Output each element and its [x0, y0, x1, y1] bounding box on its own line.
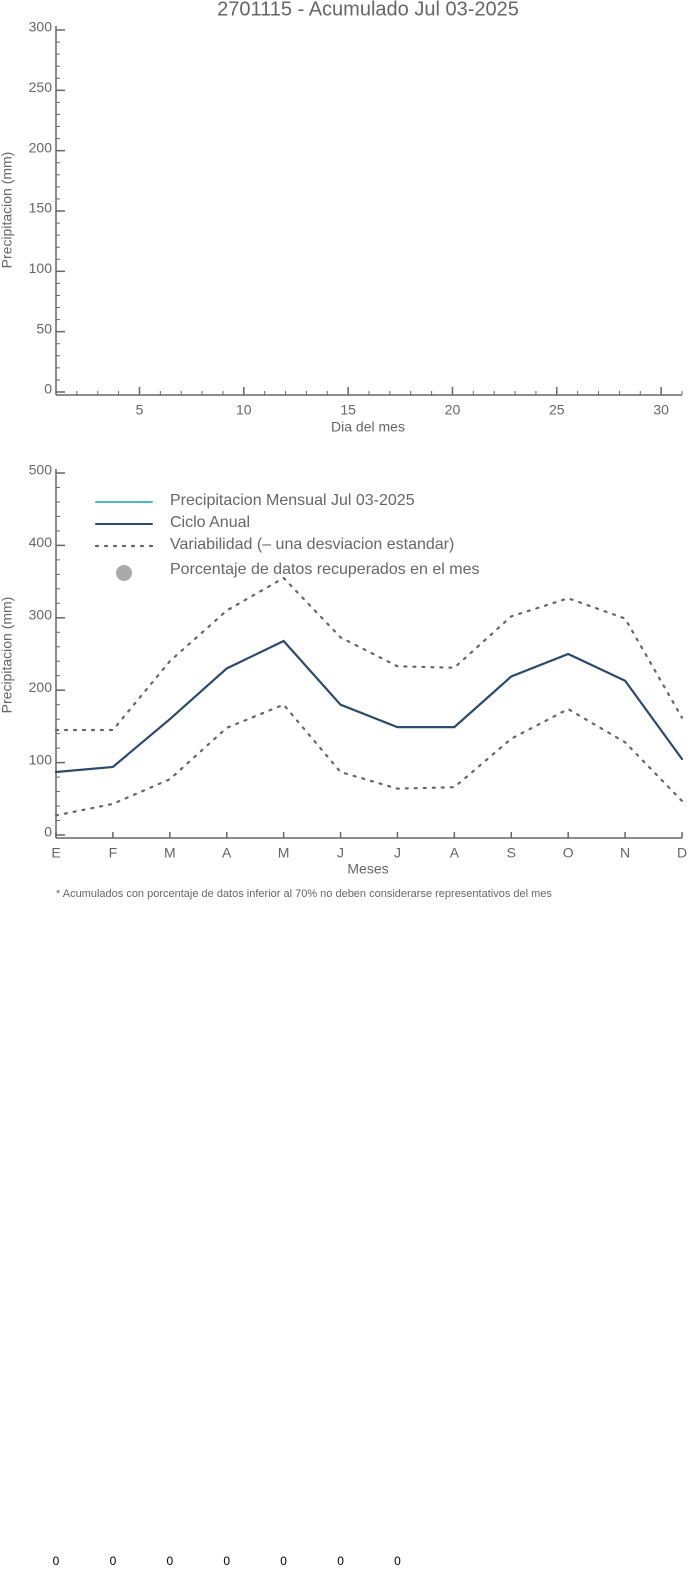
legend-label: Porcentaje de datos recuperados en el me…	[170, 561, 480, 578]
x-tick-label: O	[563, 845, 574, 861]
y-tick-label: 100	[29, 260, 53, 276]
x-tick-label: A	[450, 845, 460, 861]
x-tick-label: 25	[549, 402, 565, 418]
y-tick-label: 300	[29, 607, 53, 623]
upper-line	[54, 576, 684, 732]
x-tick-label: 20	[445, 402, 461, 418]
x-axis-label: Meses	[347, 861, 388, 877]
percent-label: 0	[53, 1554, 60, 1568]
series-line	[54, 639, 684, 774]
x-tick-label: J	[337, 845, 344, 861]
percent-label: 0	[110, 1554, 117, 1568]
y-tick-label: 0	[44, 824, 52, 840]
y-tick-label: 0	[44, 381, 52, 397]
y-tick-label: 400	[29, 534, 53, 550]
legend-label: Precipitacion Mensual Jul 03-2025	[170, 492, 415, 509]
y-tick-label: 200	[29, 139, 53, 155]
x-tick-label: M	[278, 845, 290, 861]
percent-label: 0	[337, 1554, 344, 1568]
x-tick-label: E	[51, 845, 60, 861]
legend-swatch	[116, 565, 132, 581]
y-tick-label: 250	[29, 79, 53, 95]
y-axis-label: Precipitacion (mm)	[0, 597, 15, 714]
y-tick-label: 200	[29, 679, 53, 695]
y-axis-label: Precipitacion (mm)	[0, 152, 15, 269]
percent-label: 0	[394, 1554, 401, 1568]
x-tick-label: J	[394, 845, 401, 861]
percent-label: 0	[166, 1554, 173, 1568]
x-tick-label: 30	[653, 402, 669, 418]
x-tick-label: F	[109, 845, 118, 861]
y-tick-label: 50	[36, 320, 52, 336]
y-tick-label: 100	[29, 751, 53, 767]
legend-label: Variabilidad (– una desviacion estandar)	[170, 536, 454, 553]
x-tick-label: D	[677, 845, 687, 861]
x-tick-label: 15	[340, 402, 356, 418]
x-tick-label: M	[164, 845, 176, 861]
x-tick-label: 5	[136, 402, 144, 418]
y-tick-label: 150	[29, 200, 53, 216]
percent-label: 0	[223, 1554, 230, 1568]
chart-title: 2701115 - Acumulado Jul 03-2025	[217, 0, 519, 20]
x-tick-label: N	[620, 845, 630, 861]
footnote: * Acumulados con porcentaje de datos inf…	[56, 888, 552, 900]
y-tick-label: 300	[29, 19, 53, 35]
x-axis-label: Dia del mes	[331, 419, 405, 435]
x-tick-label: 10	[236, 402, 252, 418]
lower-line	[54, 703, 684, 817]
percent-label: 0	[280, 1554, 287, 1568]
x-tick-label: S	[507, 845, 516, 861]
x-tick-label: A	[222, 845, 232, 861]
y-tick-label: 500	[29, 462, 53, 478]
legend-label: Ciclo Anual	[170, 514, 250, 531]
